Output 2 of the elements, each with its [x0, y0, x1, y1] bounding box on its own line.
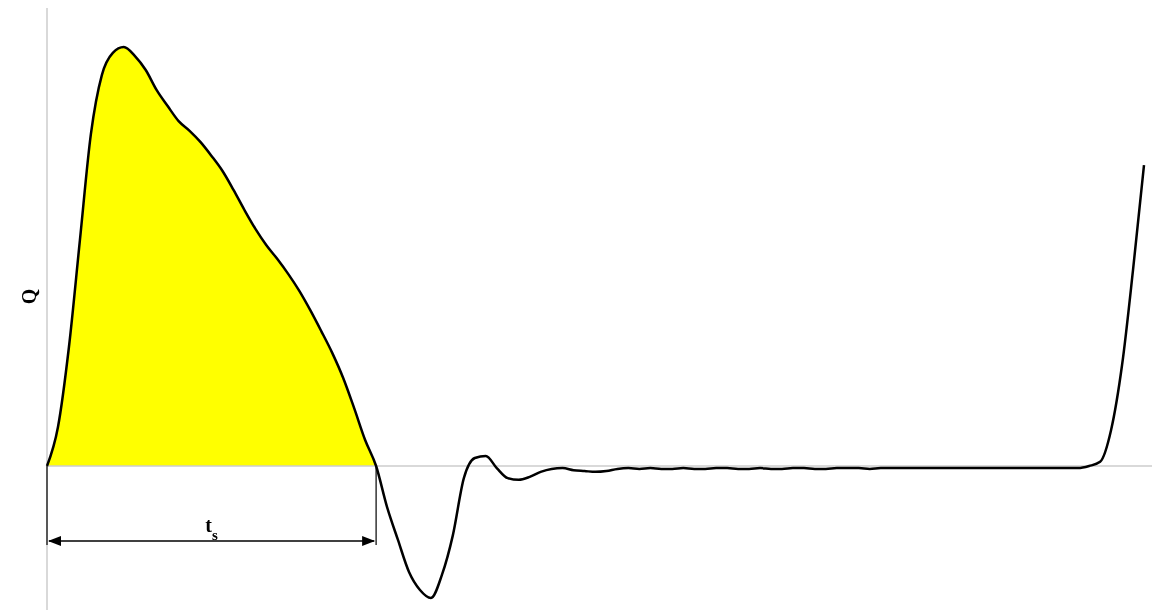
annotation: t$_{s}$ — [205, 514, 218, 543]
y-axis-title: Q — [18, 288, 40, 305]
